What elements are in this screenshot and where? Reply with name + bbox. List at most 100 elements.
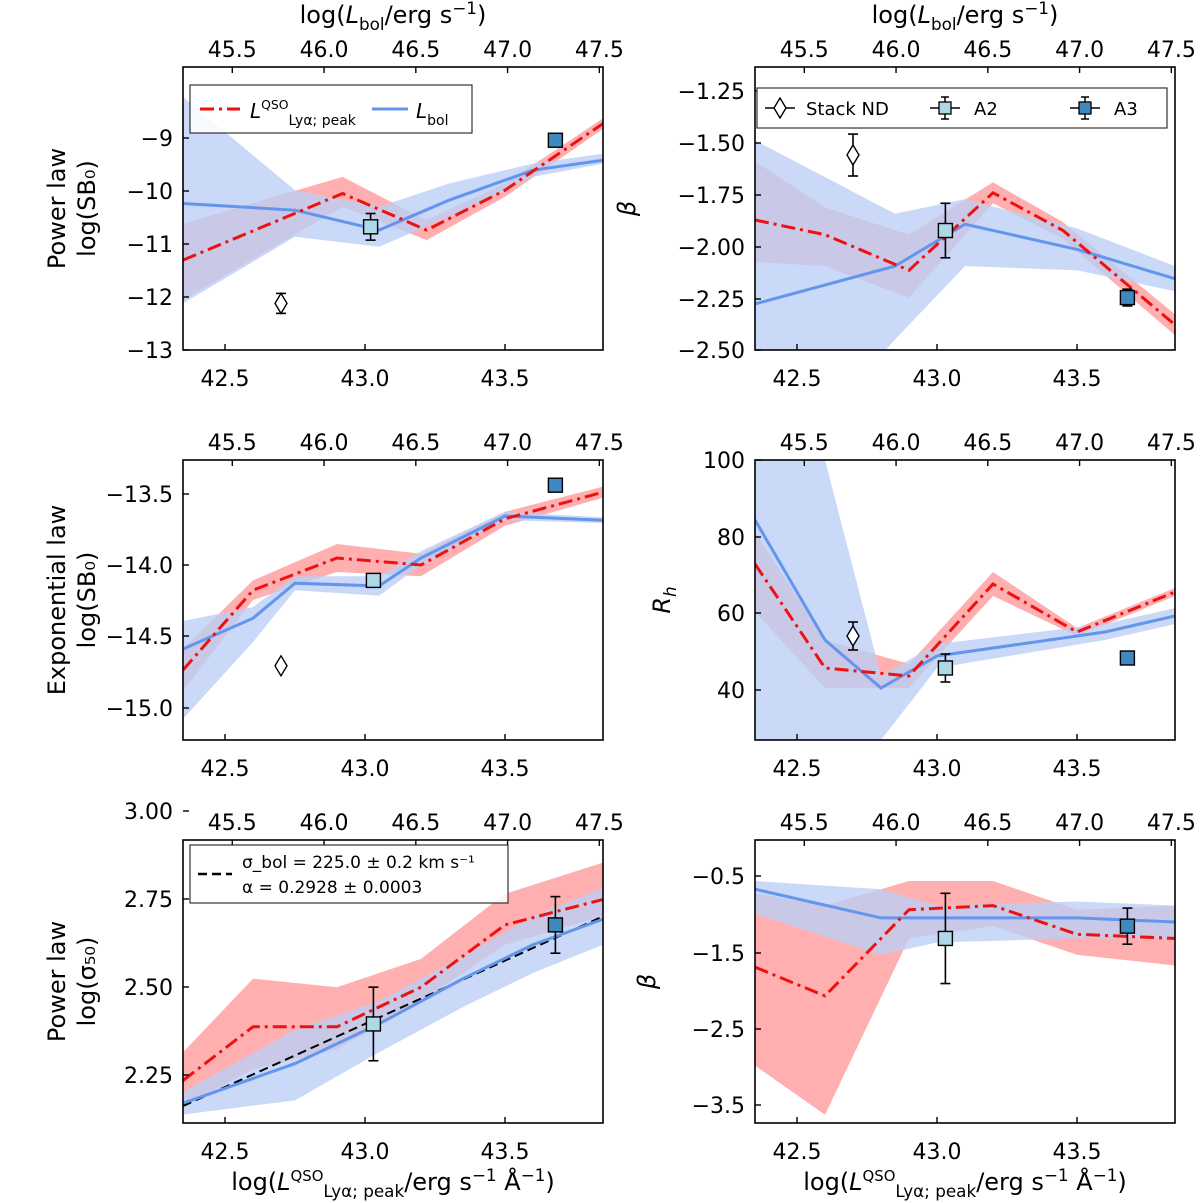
y-label: log(σ₅₀) (73, 937, 101, 1027)
a3-marker (1119, 918, 1136, 934)
y-tick-label: −11 (127, 233, 173, 258)
top-tick-label: 45.5 (208, 38, 257, 63)
blue-series-line (755, 887, 1175, 924)
y-tick-label: −9 (141, 127, 173, 152)
y-tick-label: −3.5 (692, 1094, 745, 1119)
legend-red-label: LQSOLyα; peak (250, 97, 357, 129)
a2-marker (365, 1016, 382, 1032)
axes-frame (182, 459, 604, 741)
stack-nd-marker (846, 624, 860, 648)
y-tick-label: −12 (127, 286, 173, 311)
axes-frame (754, 459, 1176, 741)
red-series-line (183, 897, 603, 1082)
blue-series-line (183, 158, 603, 232)
y-tick-label: 2.50 (124, 976, 173, 1001)
top-tick-label: 47.0 (483, 811, 532, 836)
top-tick-label: 45.5 (208, 431, 257, 456)
plot-area (755, 460, 1175, 740)
plot-area (183, 97, 603, 304)
axes-frame (754, 839, 1176, 1124)
a3-marker (1119, 650, 1136, 666)
red-series-line (183, 490, 603, 671)
y-label: β (613, 201, 641, 217)
y-label-title: Power law (43, 148, 71, 269)
top-tick-label: 47.5 (1147, 431, 1196, 456)
y-tick-label: −1.50 (678, 132, 745, 157)
x-tick-label: 43.5 (1053, 757, 1102, 782)
x-tick-label: 43.0 (913, 367, 962, 392)
blue-band (755, 460, 1175, 740)
top-tick-label: 46.5 (963, 811, 1012, 836)
top-tick-label: 47.0 (483, 431, 532, 456)
top-tick-label: 46.5 (391, 431, 440, 456)
red-band (183, 486, 603, 691)
top-tick-label: 47.5 (575, 431, 624, 456)
legend-a3-marker (1078, 101, 1092, 115)
y-tick-label: −1.5 (692, 942, 745, 967)
y-tick-label: 80 (717, 526, 745, 551)
legend-luminosity: LQSOLyα; peak Lbol (189, 84, 473, 134)
legend-stack-label: Stack ND (806, 99, 889, 120)
a2-marker (937, 930, 954, 947)
y-tick-label: −14.5 (106, 625, 173, 650)
top-tick-label: 47.0 (1055, 811, 1104, 836)
stack-nd-marker (274, 292, 288, 315)
stack-nd-marker (846, 143, 860, 167)
panel-power-law-sb0: −13 −12 −11 −10 −9 42.5 43.0 43.5 45.5 46.0 46.5 47… (43, 38, 624, 392)
legend-a2-label: A2 (974, 99, 998, 120)
y-tick-label: −0.5 (692, 865, 745, 890)
x-tick-label: 42.5 (773, 1140, 822, 1165)
y-tick-label: −2.00 (678, 236, 745, 261)
red-series-line (755, 904, 1175, 998)
legend-fit: σ_bol = 225.0 ± 0.2 km s⁻¹ α = 0.2928 ± 0… (189, 844, 509, 904)
x-tick-label: 43.5 (1053, 367, 1102, 392)
top-tick-label: 47.0 (483, 38, 532, 63)
top-tick-label: 45.5 (780, 811, 829, 836)
y-tick-label: −14.0 (106, 554, 173, 579)
red-series-line (183, 122, 603, 262)
a2-marker (365, 572, 382, 589)
y-tick-label: −1.25 (678, 80, 745, 105)
x-tick-label: 43.0 (341, 1140, 390, 1165)
top-tick-label: 46.0 (300, 38, 349, 63)
legend-observations: Stack ND A2 A3 (756, 87, 1168, 129)
plot-area (183, 486, 603, 719)
top-tick-label: 47.5 (1147, 811, 1196, 836)
y-label: log(SB₀) (73, 160, 101, 257)
top-tick-label: 46.0 (872, 811, 921, 836)
plot-area (755, 881, 1175, 1115)
top-tick-label: 45.5 (780, 431, 829, 456)
y-tick-label: 100 (703, 449, 745, 474)
top-tick-label: 46.0 (872, 431, 921, 456)
top-tick-label: 46.5 (963, 38, 1012, 63)
y-tick-label: −1.75 (678, 184, 745, 209)
y-label-title: Power law (43, 921, 71, 1042)
blue-band (183, 511, 603, 719)
top-tick-label: 46.0 (300, 811, 349, 836)
top-tick-label: 47.5 (1147, 38, 1196, 63)
fit-line (183, 915, 603, 1107)
panel-power-law-beta: −2.50 −2.25 −2.00 −1.75 −1.50 −1.25 42.5 43.0 43… (613, 38, 1196, 392)
axes-frame (182, 66, 604, 351)
top-tick-label: 45.5 (780, 38, 829, 63)
blue-band (183, 97, 603, 304)
y-tick-label: −13.5 (106, 483, 173, 508)
top-tick-label: 46.0 (300, 431, 349, 456)
top-tick-label: 46.0 (872, 38, 921, 63)
y-label-title: Exponential law (43, 505, 71, 696)
axes-frame (754, 66, 1176, 351)
legend-a2-marker (938, 101, 952, 115)
x-tick-label: 43.5 (481, 757, 530, 782)
x-tick-label: 43.0 (913, 1140, 962, 1165)
bottom-axis-label: log(LQSOLyα; peak/erg s−1 Å−1) (231, 1165, 555, 1201)
legend-fit-line1: σ_bol = 225.0 ± 0.2 km s⁻¹ (242, 853, 475, 873)
top-tick-label: 47.0 (1055, 38, 1104, 63)
y-tick-label: 40 (717, 679, 745, 704)
a3-marker (1119, 289, 1136, 306)
a2-marker (362, 219, 379, 235)
red-series-line (755, 563, 1175, 678)
x-tick-label: 42.5 (201, 1140, 250, 1165)
x-tick-label: 43.0 (913, 757, 962, 782)
top-tick-label: 46.5 (391, 811, 440, 836)
